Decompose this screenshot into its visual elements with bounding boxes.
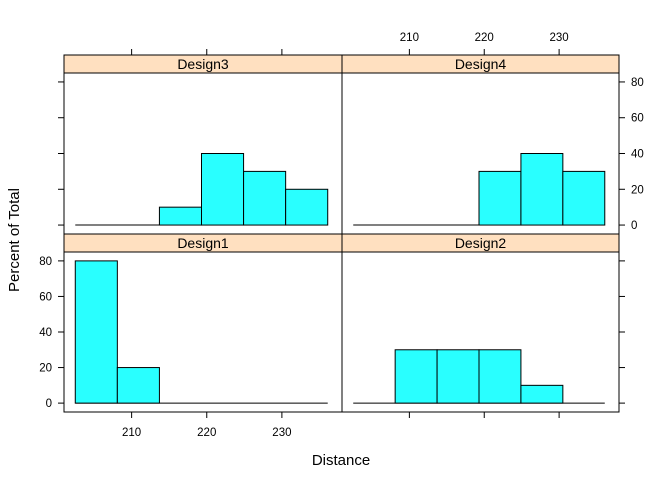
axes-layer: 0 0 20 20 40 40 60 60 80 80 210 210 220 220 230 230 xyxy=(39,32,644,439)
bar-design3-3 xyxy=(200,153,245,226)
x-axis-title: Distance xyxy=(312,452,370,469)
y-tick-label-left-0: 0 xyxy=(46,398,52,410)
strip-label-design1: Design1 xyxy=(177,235,229,251)
y-axis-title: Percent of Total xyxy=(6,188,23,292)
bar-design3-5 xyxy=(285,188,329,226)
panel-border-design4 xyxy=(341,54,620,235)
bar-design1-0 xyxy=(74,260,118,404)
bar-design4-4 xyxy=(520,153,564,226)
bar-design2-2 xyxy=(436,349,480,404)
x-tick-label-bottom-210: 210 xyxy=(122,427,141,439)
x-tick-label-top-230: 230 xyxy=(550,32,569,44)
y-tick-label-left-60: 60 xyxy=(39,291,52,303)
bar-design2-4 xyxy=(520,384,564,404)
y-tick-label-left-20: 20 xyxy=(39,363,52,375)
y-tick-label-right-80: 80 xyxy=(631,77,644,89)
bar-design3-4 xyxy=(243,170,287,226)
x-tick-label-bottom-220: 220 xyxy=(197,427,216,439)
bar-design4-5 xyxy=(562,170,606,226)
bar-design2-3 xyxy=(478,349,522,404)
strip-label-design3: Design3 xyxy=(177,56,229,72)
bar-design2-1 xyxy=(394,349,438,404)
y-tick-label-left-80: 80 xyxy=(39,256,52,268)
y-tick-label-right-40: 40 xyxy=(631,149,644,161)
x-tick-label-top-210: 210 xyxy=(400,32,419,44)
y-tick-label-right-60: 60 xyxy=(631,113,644,125)
x-tick-label-bottom-230: 230 xyxy=(272,427,291,439)
y-tick-label-left-40: 40 xyxy=(39,327,52,339)
y-tick-label-right-0: 0 xyxy=(631,220,637,232)
bar-design4-3 xyxy=(478,170,522,226)
bar-design3-2 xyxy=(158,206,202,226)
y-tick-label-right-20: 20 xyxy=(631,184,644,196)
strip-label-design2: Design2 xyxy=(455,235,507,251)
bar-design1-1 xyxy=(116,367,160,404)
panels-layer: Design1 Design2 Design3 Design4 xyxy=(63,54,620,413)
strip-label-design4: Design4 xyxy=(455,56,507,72)
x-tick-label-top-220: 220 xyxy=(475,32,494,44)
